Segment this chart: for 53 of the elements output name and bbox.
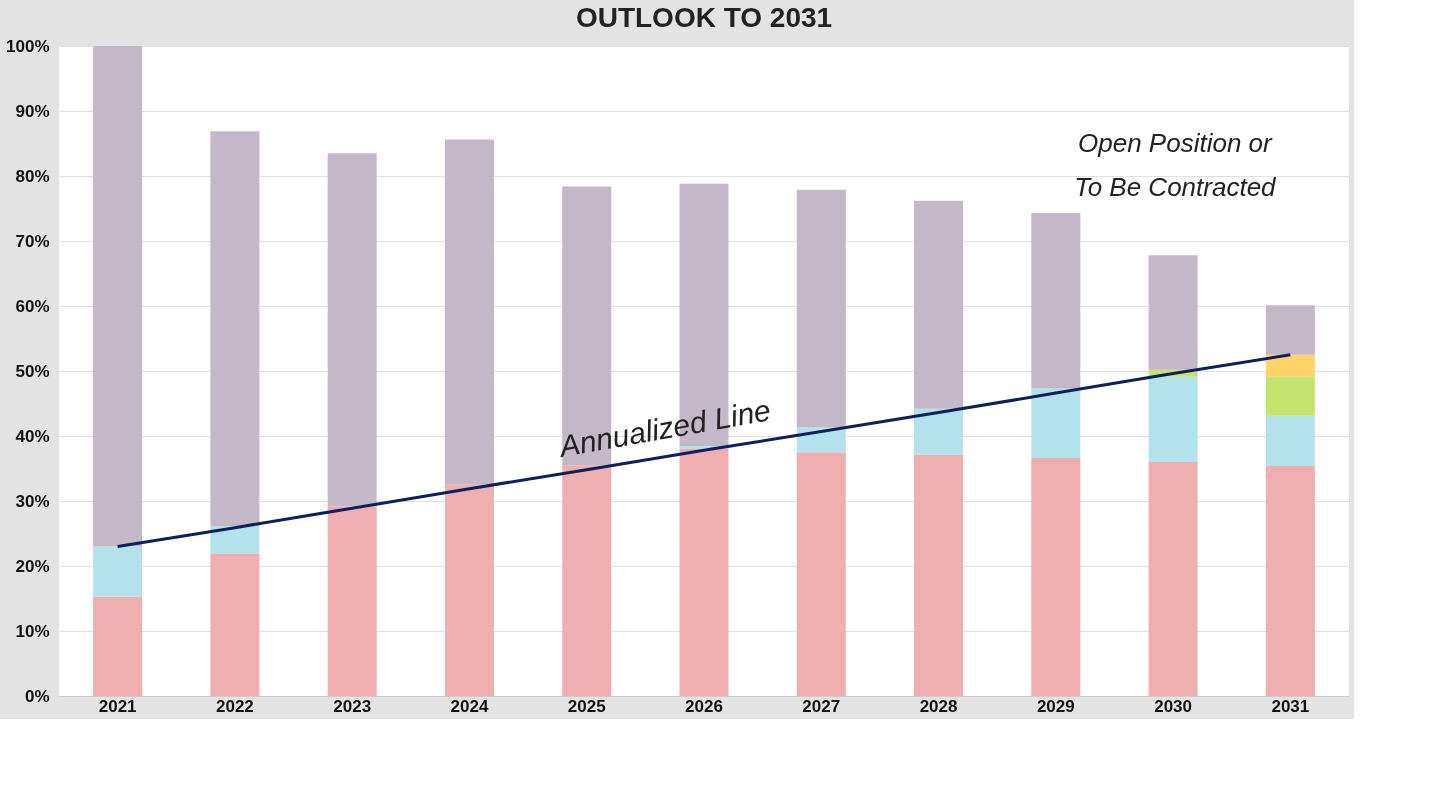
bar (1148, 462, 1198, 696)
bar (210, 553, 260, 696)
bar (93, 596, 143, 696)
bar (914, 200, 964, 409)
x-tick-label: 2028 (919, 696, 958, 716)
bar (1148, 255, 1198, 370)
bar (210, 131, 260, 527)
bar (444, 139, 494, 485)
bar (1265, 305, 1315, 355)
x-tick-label: 2027 (802, 696, 841, 716)
x-tick-label: 2022 (216, 696, 254, 716)
y-tick-label: 100% (6, 36, 50, 56)
y-tick-label: 0% (24, 686, 50, 706)
bar (1265, 465, 1315, 696)
y-tick-label: 60% (15, 296, 50, 316)
annotation: Annualized Line (555, 393, 774, 464)
bar (1265, 415, 1315, 466)
bar (1031, 388, 1081, 459)
x-tick-label: 2031 (1271, 696, 1310, 716)
bar (93, 546, 143, 597)
bar (327, 153, 377, 507)
y-tick-label: 70% (15, 231, 50, 251)
bar (914, 408, 964, 455)
x-tick-label: 2024 (450, 696, 489, 716)
y-tick-label: 10% (15, 621, 50, 641)
y-tick-label: 20% (15, 556, 50, 576)
chart-title: OUTLOOK TO 2031 (575, 2, 833, 33)
line-series (116, 353, 1292, 548)
x-tick-label: 2026 (685, 696, 723, 716)
bar (1031, 213, 1081, 389)
bar (210, 526, 260, 554)
x-tick-label: 2029 (1036, 696, 1075, 716)
bar (1031, 458, 1081, 696)
y-tick-label: 90% (15, 101, 50, 121)
x-tick-label: 2030 (1154, 696, 1193, 716)
bar (796, 452, 846, 696)
y-tick-label: 80% (15, 166, 50, 186)
bar (1265, 376, 1315, 416)
bar (327, 506, 377, 696)
bar (444, 484, 494, 696)
bar (914, 454, 964, 696)
y-tick-label: 30% (15, 491, 50, 511)
annotation: Open Position or To Be Contracted (1074, 127, 1278, 202)
bar (562, 465, 612, 696)
x-tick-label: 2025 (567, 696, 606, 716)
x-tick-label: 2023 (333, 696, 372, 716)
y-tick-label: 40% (15, 426, 50, 446)
x-tick-label: 2021 (98, 696, 137, 716)
bar (1265, 354, 1315, 377)
bar (796, 189, 846, 428)
bar (1148, 376, 1198, 462)
y-tick-label: 50% (15, 361, 50, 381)
bar (93, 46, 143, 547)
